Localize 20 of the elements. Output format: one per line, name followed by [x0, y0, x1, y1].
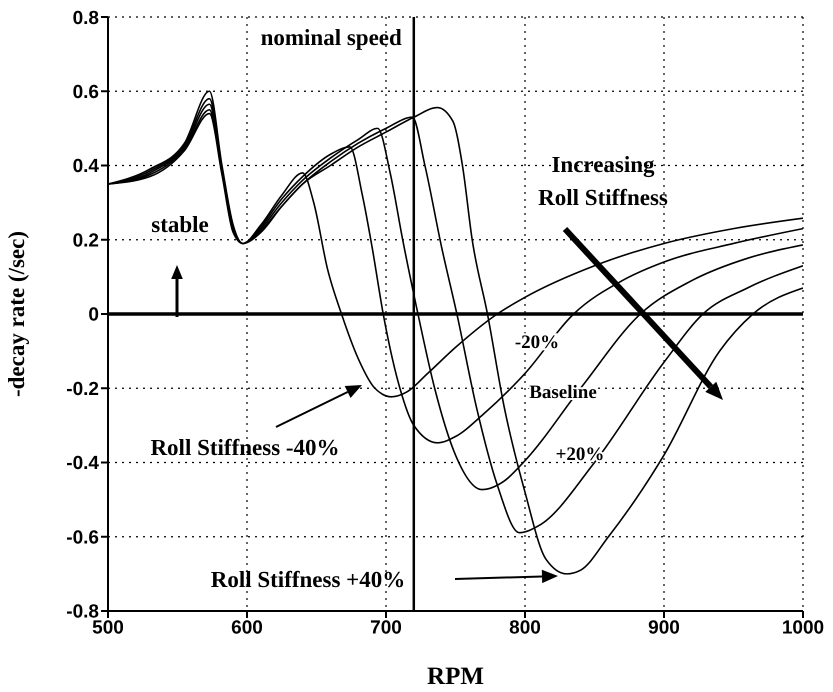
- y-axis-title: -decay rate (/sec): [4, 230, 30, 398]
- y-tick-label: 0: [88, 304, 99, 326]
- y-tick-label: -0.2: [66, 378, 99, 400]
- y-tick-label: 0.4: [72, 156, 100, 178]
- x-axis-title: RPM: [427, 663, 484, 690]
- ref-line-label: nominal speed: [260, 25, 402, 50]
- x-tick-label: 900: [648, 617, 680, 638]
- annotation: stable: [151, 212, 209, 237]
- y-tick-label: -0.4: [66, 453, 100, 474]
- annotation: Roll Stiffness -40%: [150, 435, 340, 460]
- x-tick-label: 800: [509, 617, 541, 638]
- y-tick-label: -0.6: [66, 527, 99, 548]
- x-tick-label: 700: [370, 617, 402, 638]
- x-tick-label: 1000: [782, 617, 824, 638]
- y-tick-label: 0.6: [72, 82, 99, 103]
- annotation: Roll Stiffness +40%: [210, 567, 406, 592]
- y-tick-label: 0.2: [72, 230, 99, 252]
- x-tick-label: 600: [231, 617, 263, 638]
- y-tick-label: 0.8: [72, 8, 99, 29]
- annotation: Increasing Roll Stiffness: [538, 152, 668, 210]
